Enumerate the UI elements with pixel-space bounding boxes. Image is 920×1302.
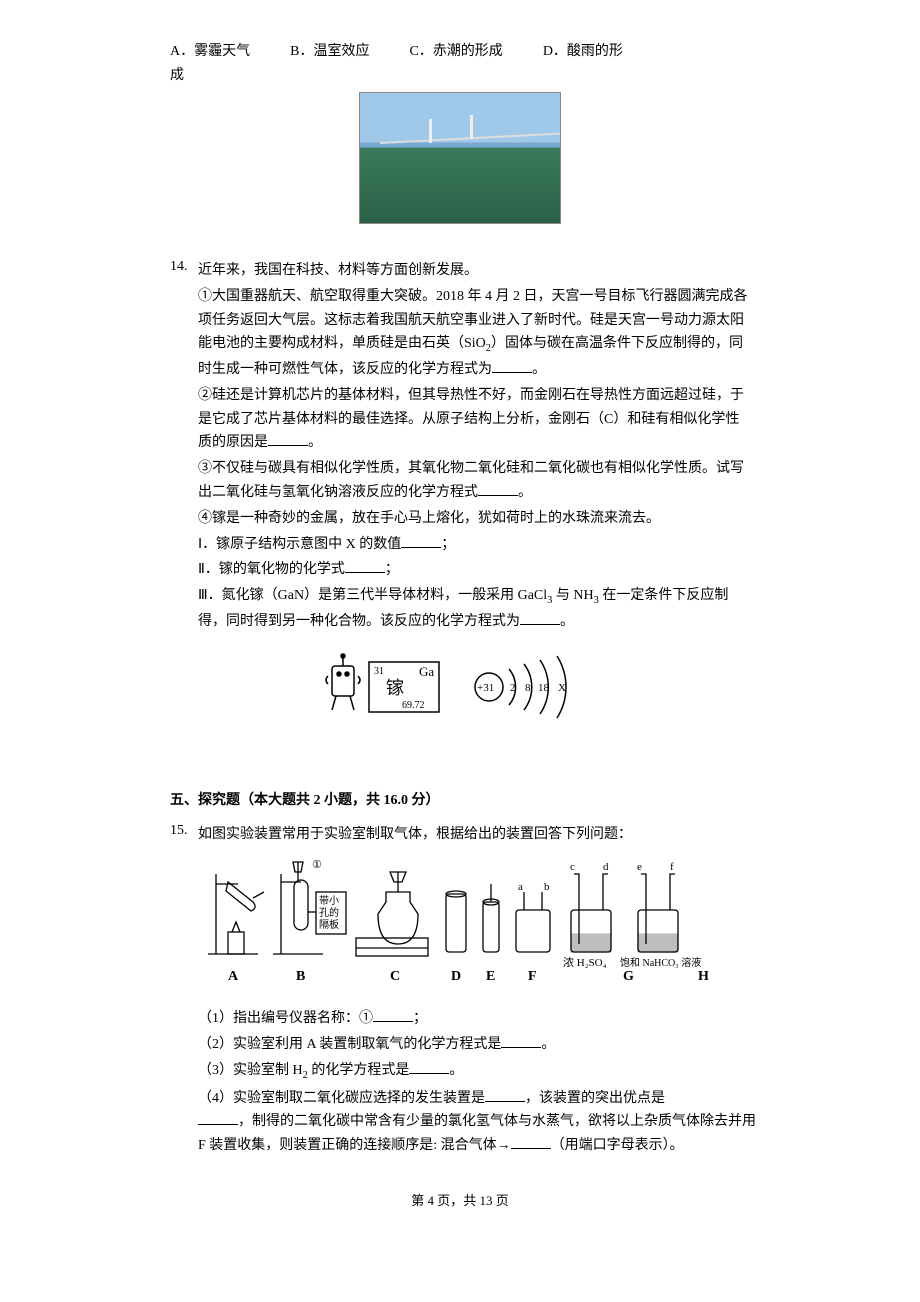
blank <box>268 431 308 446</box>
q15-sub1: （1）指出编号仪器名称：①； <box>198 1007 758 1031</box>
q15-sub2: （2）实验室利用 A 装置制取氧气的化学方程式是。 <box>198 1033 758 1057</box>
svg-text:隔板: 隔板 <box>319 918 339 931</box>
svg-text:带小: 带小 <box>319 895 339 907</box>
q14-p7: Ⅲ．氮化镓（GaN）是第三代半导体材料，一般采用 GaCl3 与 NH3 在一定… <box>198 584 750 633</box>
svg-text:a: a <box>518 881 523 893</box>
q15-sub4: （4）实验室制取二氧化碳应选择的发生装置是，该装置的突出优点是 ，制得的二氧化碳… <box>198 1087 758 1158</box>
ga-symbol: Ga <box>419 664 434 679</box>
ga-name: 镓 <box>386 678 404 698</box>
q14-p2: ②硅还是计算机芯片的基体材料，但其导热性不好，而金刚石在导热性方面远超过硅，于是… <box>198 384 750 455</box>
q13-option-d-tail: 成 <box>170 64 750 84</box>
svg-text:B: B <box>296 969 305 984</box>
ga-shell-4: X <box>558 682 566 694</box>
q14-stem: 近年来，我国在科技、材料等方面创新发展。 <box>198 259 750 283</box>
blank <box>511 1134 551 1149</box>
ga-num: 31 <box>374 666 384 677</box>
svg-text:孔的: 孔的 <box>319 906 339 919</box>
blank <box>485 1087 525 1102</box>
svg-text:A: A <box>228 969 239 984</box>
svg-text:b: b <box>544 881 550 893</box>
q14-p1: ①大国重器航天、航空取得重大突破。2018 年 4 月 2 日，天宫一号目标飞行… <box>198 285 750 382</box>
section5-title: 五、探究题（本大题共 2 小题，共 16.0 分） <box>170 789 750 809</box>
blank <box>373 1007 413 1022</box>
q13-option-b: B．温室效应 <box>290 40 369 60</box>
ga-shell-1: 2 <box>510 682 516 694</box>
svg-text:f: f <box>670 861 674 873</box>
svg-text:d: d <box>603 861 609 873</box>
svg-text:D: D <box>451 969 461 984</box>
q15-number: 15. <box>170 823 198 1160</box>
q15-sub3: （3）实验室制 H2 的化学方程式是。 <box>198 1059 758 1085</box>
page-footer: 第 4 页，共 13 页 <box>170 1190 750 1209</box>
svg-text:①: ① <box>312 859 322 871</box>
svg-text:e: e <box>637 861 642 873</box>
q14-body: 近年来，我国在科技、材料等方面创新发展。 ①大国重器航天、航空取得重大突破。20… <box>198 259 750 769</box>
blank <box>492 358 532 373</box>
q14-p6: Ⅱ．镓的氧化物的化学式； <box>198 558 750 582</box>
bridge-photo-image <box>359 92 561 224</box>
q13-option-a: A．雾霾天气 <box>170 40 250 60</box>
q14-number: 14. <box>170 259 198 769</box>
gallium-diagram: 31 镓 Ga 69.72 +31 2 8 18 X <box>198 644 750 739</box>
q14-p5: Ⅰ．镓原子结构示意图中 X 的数值； <box>198 533 750 557</box>
svg-text:c: c <box>570 861 575 873</box>
blank <box>501 1033 541 1048</box>
blank <box>478 481 518 496</box>
blank <box>401 533 441 548</box>
q13-option-d: D．酸雨的形 <box>543 40 623 60</box>
ga-shell-2: 8 <box>525 682 531 694</box>
bridge-photo <box>170 92 750 229</box>
ga-mass: 69.72 <box>402 700 425 711</box>
svg-text:G: G <box>623 969 634 984</box>
svg-text:E: E <box>486 969 495 984</box>
q15-stem: 如图实验装置常用于实验室制取气体，根据给出的装置回答下列问题： <box>198 823 758 847</box>
blank <box>520 610 560 625</box>
q14-p4: ④镓是一种奇妙的金属，放在手心马上熔化，犹如荷时上的水珠流来流去。 <box>198 507 750 531</box>
ga-shell-3: 18 <box>538 682 550 694</box>
q13-option-c: C．赤潮的形成 <box>409 40 502 60</box>
q14-p3: ③不仅硅与碳具有相似化学性质，其氧化物二氧化硅和二氧化碳也有相似化学性质。试写出… <box>198 457 750 505</box>
q15-body: 如图实验装置常用于实验室制取气体，根据给出的装置回答下列问题： <box>198 823 758 1160</box>
svg-text:F: F <box>528 969 537 984</box>
blank <box>345 558 385 573</box>
svg-text:H: H <box>698 969 709 984</box>
svg-text:浓 H₂SO₄: 浓 H₂SO₄ <box>563 956 607 969</box>
blank <box>198 1110 238 1125</box>
blank <box>409 1059 449 1074</box>
apparatus-diagram: ① 带小 孔的 隔板 <box>198 854 758 989</box>
svg-text:C: C <box>390 969 400 984</box>
svg-text:饱和 NaHCO₃ 溶液: 饱和 NaHCO₃ 溶液 <box>620 956 701 969</box>
ga-nucleus: +31 <box>477 682 494 694</box>
q13-options: A．雾霾天气 B．温室效应 C．赤潮的形成 D．酸雨的形 <box>170 40 750 60</box>
